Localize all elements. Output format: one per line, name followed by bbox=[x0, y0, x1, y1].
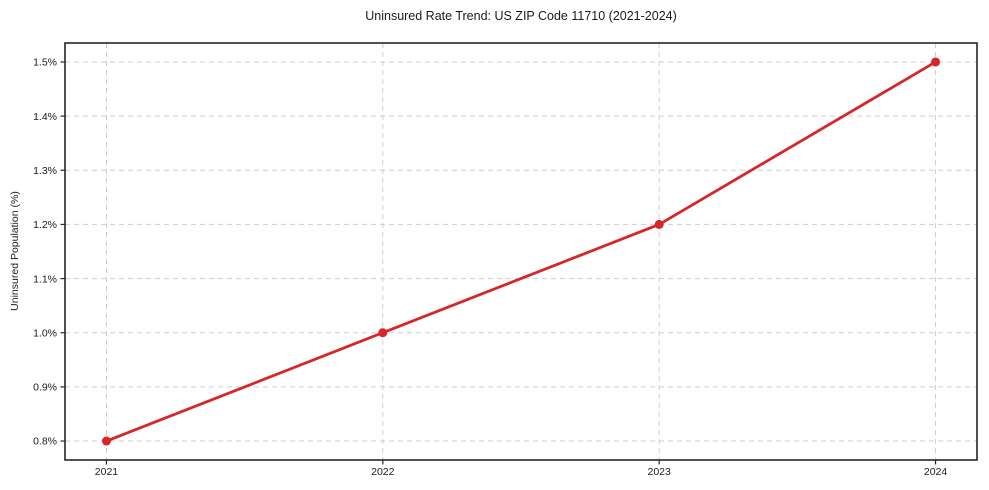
x-tick-label: 2022 bbox=[371, 466, 395, 478]
series-line-uninsured-rate bbox=[105, 60, 937, 443]
chart-title: Uninsured Rate Trend: US ZIP Code 11710 … bbox=[365, 9, 677, 23]
x-tick-label: 2021 bbox=[95, 466, 119, 478]
y-tick-label: 1.2% bbox=[33, 219, 57, 231]
data-point-marker bbox=[101, 436, 111, 446]
y-tick-label: 0.9% bbox=[33, 382, 57, 394]
y-tick-label: 1.4% bbox=[33, 111, 57, 123]
y-tick-label: 0.8% bbox=[33, 436, 57, 448]
data-point-marker bbox=[931, 57, 941, 67]
plot-border bbox=[64, 42, 978, 461]
y-tick-label: 1.1% bbox=[33, 273, 57, 285]
y-tick-label: 1.3% bbox=[33, 165, 57, 177]
y-tick-label: 1.0% bbox=[33, 327, 57, 339]
x-tick-label: 2023 bbox=[648, 466, 672, 478]
data-point-marker bbox=[654, 219, 664, 229]
data-point-marker bbox=[378, 328, 388, 338]
y-tick-label: 1.5% bbox=[33, 57, 57, 69]
x-tick-label: 2024 bbox=[924, 466, 948, 478]
